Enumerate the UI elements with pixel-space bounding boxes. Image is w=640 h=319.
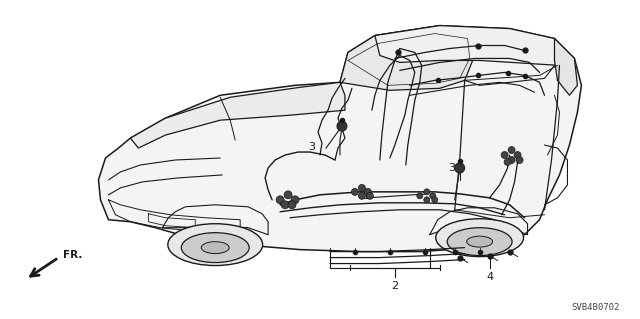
Circle shape [358,192,365,199]
Ellipse shape [436,219,524,256]
Circle shape [288,201,296,209]
Circle shape [337,121,347,131]
Ellipse shape [467,236,493,247]
Circle shape [351,189,358,195]
Circle shape [514,152,521,159]
Circle shape [454,163,465,173]
Circle shape [364,189,371,195]
Circle shape [284,191,292,199]
Circle shape [417,193,423,199]
Ellipse shape [181,233,249,263]
Ellipse shape [168,224,262,265]
Ellipse shape [201,241,229,254]
Polygon shape [375,26,561,65]
Circle shape [276,196,284,204]
Polygon shape [99,26,581,252]
Circle shape [424,197,430,203]
Circle shape [430,193,436,199]
Circle shape [504,159,511,166]
Circle shape [508,157,515,163]
Text: 1: 1 [363,191,370,201]
Circle shape [366,192,373,199]
Circle shape [508,146,515,153]
Text: SVB4B0702: SVB4B0702 [572,303,620,312]
Polygon shape [554,39,577,95]
Circle shape [291,196,299,204]
Text: 2: 2 [391,281,398,292]
Text: 4: 4 [486,271,493,281]
Circle shape [281,201,289,209]
Text: 3: 3 [448,163,454,173]
Ellipse shape [447,228,512,256]
Polygon shape [340,26,475,90]
Text: FR.: FR. [63,249,82,260]
Circle shape [358,184,365,191]
Circle shape [501,152,508,159]
Circle shape [516,157,523,163]
Polygon shape [131,82,345,148]
Circle shape [432,197,438,203]
Circle shape [424,189,430,195]
Text: 3: 3 [308,142,315,152]
